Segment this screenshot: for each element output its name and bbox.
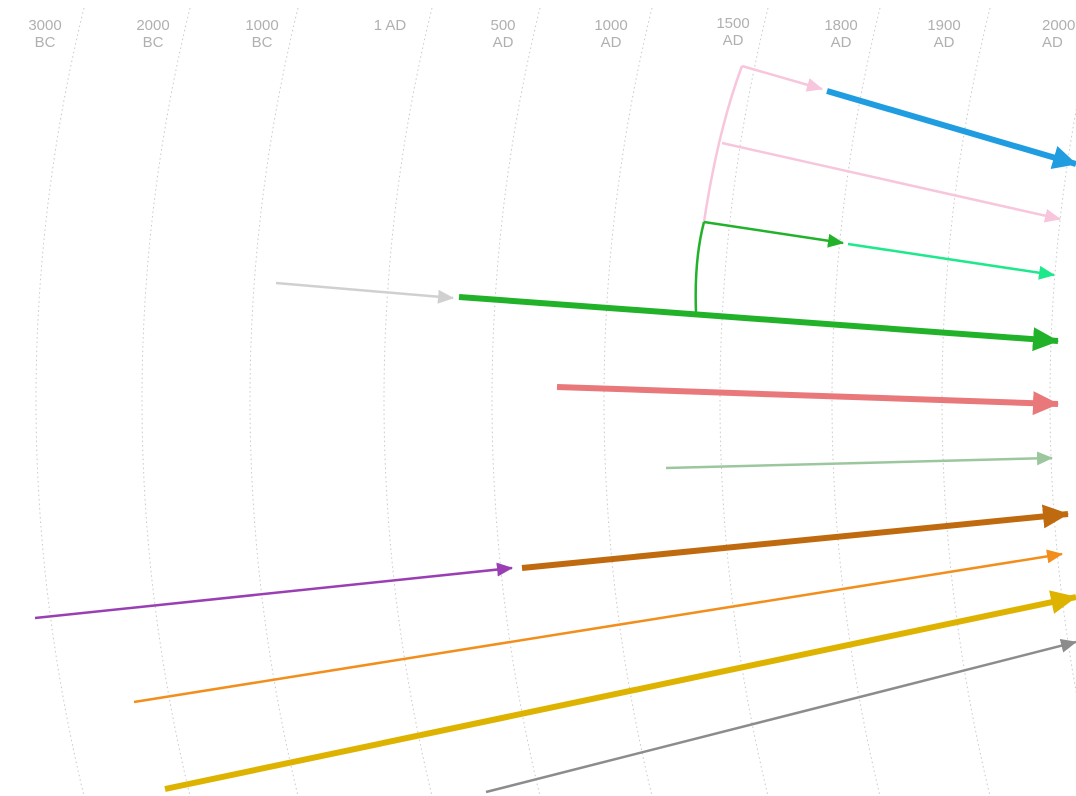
time-label-era: AD bbox=[600, 34, 622, 51]
time-label-1800-ad: 1800 AD bbox=[806, 17, 876, 51]
sage-arrow bbox=[665, 451, 1053, 470]
orange-arrow bbox=[133, 549, 1063, 704]
green-arrow-small bbox=[703, 220, 844, 248]
blue-arrow bbox=[826, 88, 1076, 170]
time-label-era: AD bbox=[933, 34, 955, 51]
teal-arrow bbox=[847, 242, 1055, 280]
time-label-2000-bc: 2000 BC bbox=[118, 17, 188, 51]
gridline-1000-ad bbox=[603, 7, 653, 796]
pink-arrow-upper bbox=[741, 64, 823, 92]
salmon-arrow bbox=[556, 384, 1059, 416]
time-label-year: 1900 bbox=[927, 17, 961, 34]
time-label-era: BC bbox=[142, 34, 164, 51]
time-label-year: 3000 bbox=[28, 17, 62, 34]
time-label-1000-ad: 1000 AD bbox=[576, 17, 646, 51]
gridline-500-ad bbox=[491, 7, 541, 796]
time-label-era: BC bbox=[34, 34, 56, 51]
time-label-year: 1500 bbox=[716, 15, 750, 32]
time-label-year: 2000 bbox=[1042, 17, 1076, 34]
time-label-year: 1 AD bbox=[373, 17, 407, 34]
time-label-era: BC bbox=[251, 34, 273, 51]
gridline-1-ad bbox=[383, 7, 433, 796]
brown-arrow bbox=[521, 504, 1069, 571]
time-label-era: AD bbox=[1042, 34, 1063, 51]
time-label-year: 1800 bbox=[824, 17, 858, 34]
time-label-1-ad: 1 AD bbox=[355, 17, 425, 34]
time-label-500-ad: 500 AD bbox=[468, 17, 538, 51]
time-label-era: AD bbox=[722, 32, 744, 49]
time-label-year: 2000 bbox=[136, 17, 170, 34]
time-label-3000-bc: 3000 BC bbox=[10, 17, 80, 51]
time-label-1000-bc: 1000 BC bbox=[227, 17, 297, 51]
time-label-2000-ad: 2000 AD bbox=[1018, 17, 1076, 51]
purple-arrow bbox=[34, 562, 513, 620]
time-label-era: AD bbox=[830, 34, 852, 51]
time-label-1900-ad: 1900 AD bbox=[909, 17, 979, 51]
gridline-3000-bc bbox=[35, 7, 85, 796]
pink-arrow-middle bbox=[721, 141, 1061, 223]
pink-branch-trunk bbox=[702, 65, 744, 223]
green-arrow-main bbox=[458, 294, 1059, 352]
lightgray-arrow bbox=[275, 281, 454, 304]
time-label-year: 1000 bbox=[594, 17, 628, 34]
gridline-2000-bc bbox=[141, 7, 191, 796]
time-label-year: 500 bbox=[490, 17, 516, 34]
gold-arrow bbox=[164, 590, 1076, 792]
time-label-year: 1000 bbox=[245, 17, 279, 34]
time-label-era: AD bbox=[492, 34, 514, 51]
gridline-1800-ad bbox=[831, 7, 881, 796]
darkgray-arrow bbox=[485, 638, 1076, 794]
gridline-1500-ad bbox=[719, 7, 769, 796]
time-label-1500-ad: 1500 AD bbox=[698, 15, 768, 49]
green-branch-connector bbox=[694, 221, 706, 314]
